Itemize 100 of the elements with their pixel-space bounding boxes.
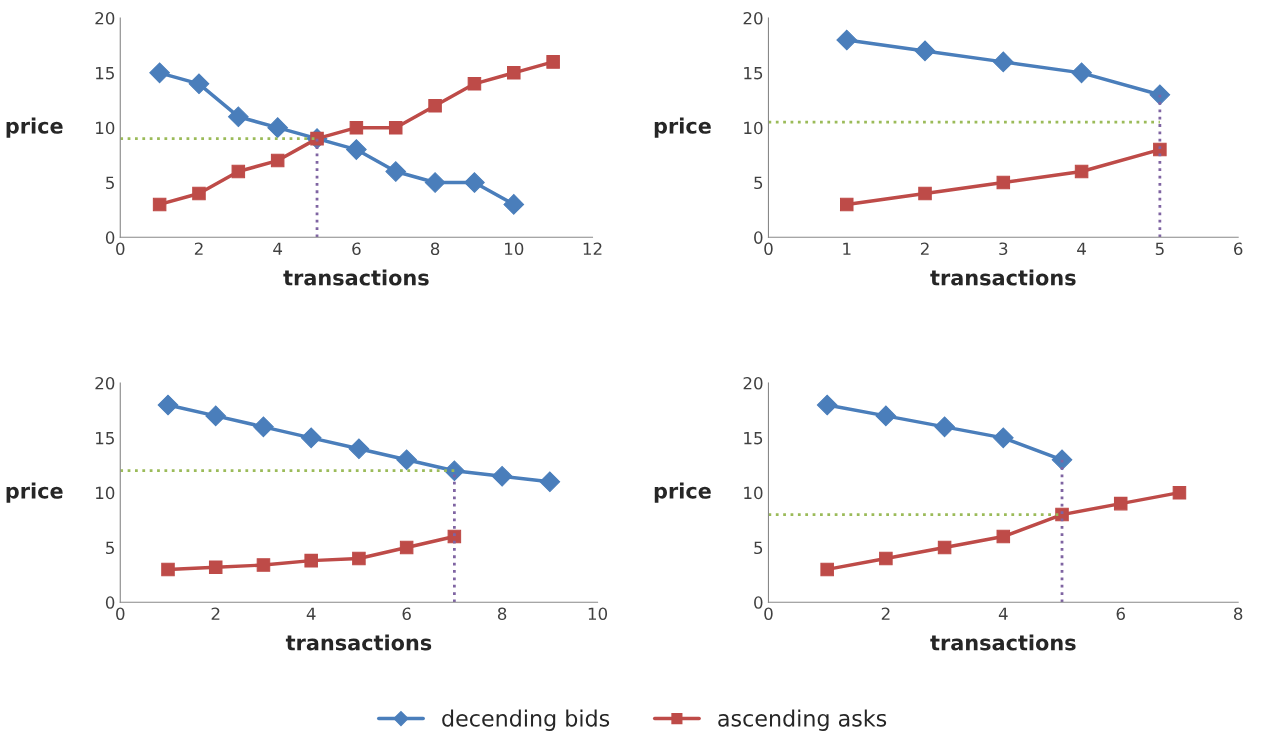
x-tick-label: 3 [999, 242, 1008, 256]
point [875, 405, 897, 427]
x-axis-title: transactions [930, 269, 1076, 286]
x-tick-label: 4 [273, 242, 283, 255]
y-tick-label: 20 [95, 11, 115, 25]
point [467, 77, 482, 91]
x-tick-label: 5 [1155, 242, 1164, 256]
point [937, 540, 952, 555]
x-tick-label: 4 [306, 607, 316, 620]
point [352, 551, 366, 566]
x-tick-label: 8 [1233, 607, 1243, 621]
point [227, 106, 249, 128]
y-tick-label: 20 [743, 376, 763, 390]
y-tick-label: 0 [754, 231, 763, 244]
y-tick-label: 10 [96, 121, 115, 135]
point [205, 405, 227, 427]
point [539, 471, 561, 493]
point [918, 186, 932, 201]
x-tick-label: 12 [583, 242, 602, 255]
point [992, 51, 1014, 73]
point [149, 62, 170, 84]
point [253, 416, 274, 438]
y-axis-title: price [6, 482, 63, 503]
y-tick-label: 10 [744, 486, 763, 500]
y-tick-label: 5 [754, 541, 763, 555]
point [385, 161, 407, 182]
point [399, 540, 414, 555]
y-tick-label: 20 [95, 376, 115, 390]
x-tick-label: 6 [352, 242, 361, 256]
point [1051, 449, 1073, 471]
y-tick-label: 0 [754, 596, 763, 609]
x-tick-label: 0 [116, 607, 125, 621]
y-tick-label: 15 [744, 67, 763, 80]
y-tick-label: 10 [96, 486, 115, 500]
point [820, 562, 834, 577]
point [188, 73, 210, 95]
point [503, 194, 525, 215]
y-tick-label: 5 [754, 176, 763, 190]
x-tick-label: 8 [430, 242, 440, 256]
y-tick-label: 15 [744, 432, 763, 445]
x-tick-label: 6 [402, 607, 411, 621]
point [428, 98, 442, 113]
point [349, 120, 364, 135]
x-axis-title: transactions [930, 634, 1076, 651]
point [546, 55, 560, 69]
legend-label: ascending asks [718, 709, 887, 731]
point [1074, 164, 1089, 179]
x-tick-label: 0 [764, 242, 773, 256]
y-tick-label: 15 [96, 432, 114, 445]
point [304, 553, 318, 568]
point [491, 465, 513, 487]
x-tick-label: 10 [588, 607, 608, 621]
x-tick-label: 2 [881, 607, 890, 620]
x-tick-label: 1 [843, 242, 851, 255]
point [444, 460, 465, 482]
point [161, 562, 175, 577]
point [816, 394, 838, 416]
x-tick-label: 4 [1077, 242, 1086, 255]
point [934, 416, 955, 438]
y-tick-label: 0 [105, 596, 115, 609]
y-axis-title: price [654, 117, 711, 138]
point [256, 558, 271, 572]
y-axis-title: price [6, 117, 63, 138]
point [836, 29, 858, 51]
y-axis-title: price [654, 482, 711, 503]
point [208, 560, 223, 574]
x-tick-label: 2 [211, 607, 220, 620]
point [300, 427, 322, 449]
point [1113, 496, 1128, 511]
y-tick-label: 0 [105, 231, 115, 244]
point [1172, 485, 1187, 500]
point [1071, 62, 1092, 84]
x-tick-label: 10 [505, 242, 524, 256]
y-tick-label: 5 [106, 541, 114, 555]
point [396, 449, 417, 471]
x-tick-label: 0 [764, 607, 773, 621]
x-tick-label: 2 [194, 242, 203, 255]
x-tick-label: 6 [1116, 607, 1125, 621]
point [231, 164, 246, 179]
point [996, 175, 1011, 190]
point [992, 427, 1014, 449]
x-tick-label: 6 [1234, 242, 1243, 256]
point [346, 139, 367, 160]
point [388, 120, 403, 135]
point [152, 197, 167, 212]
y-tick-label: 5 [106, 176, 114, 190]
y-tick-label: 15 [96, 67, 114, 80]
point [914, 40, 936, 62]
point [1153, 142, 1167, 157]
point [424, 172, 446, 193]
point [348, 438, 370, 460]
y-tick-label: 20 [743, 11, 763, 25]
y-tick-label: 10 [744, 121, 763, 135]
x-axis-title: transactions [285, 634, 432, 651]
point [270, 153, 285, 168]
x-tick-label: 8 [497, 607, 507, 621]
point [1149, 84, 1171, 106]
x-tick-label: 2 [920, 242, 929, 255]
point [996, 529, 1011, 544]
point [879, 551, 893, 566]
